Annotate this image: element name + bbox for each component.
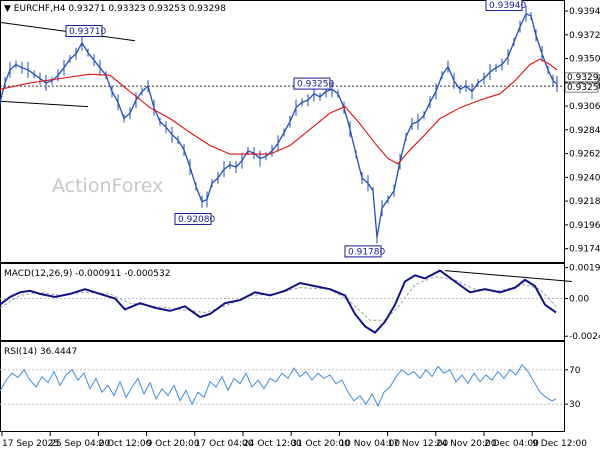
- rsi-panel-frame: [0, 341, 565, 432]
- current-price-label: 0.93298: [567, 73, 600, 83]
- current-price-box: [564, 82, 599, 93]
- price-y-tick-label: 0.91745: [569, 245, 600, 255]
- price-panel-frame: [0, 0, 565, 263]
- moving-average-line: [0, 58, 558, 165]
- time-axis-label: 24 Nov 20:00: [436, 439, 497, 449]
- time-axis-label: 25 Sep 04:00: [50, 439, 110, 449]
- time-axis-label: 2 Oct 12:00: [98, 439, 151, 449]
- time-axis-label: 9 Dec 12:00: [532, 439, 587, 449]
- price-label-text: 0.92080: [178, 215, 215, 225]
- macd-y-tick-label: 0.001998: [569, 264, 600, 274]
- current-price-label: 0.93250: [567, 83, 600, 93]
- macd-trendline: [444, 270, 573, 282]
- time-axis-label: 24 Oct 12:00: [243, 439, 302, 449]
- rsi-series: [0, 363, 557, 408]
- dropdown-arrow-icon[interactable]: ▼: [4, 4, 14, 14]
- price-label-box: [293, 77, 331, 90]
- macd-line: [0, 269, 557, 334]
- watermark: ActionForex: [52, 175, 163, 197]
- time-axis-label: 17 Nov 12:00: [388, 439, 449, 449]
- price-y-tick-label: 0.93725: [569, 31, 600, 41]
- price-label-text: 0.93710: [69, 27, 106, 37]
- rsi-y-tick-label: 30: [569, 400, 581, 410]
- price-label-text: 0.91780: [348, 247, 385, 257]
- price-y-tick-label: 0.93065: [569, 102, 600, 112]
- price-label-text: 0.93940: [489, 1, 526, 11]
- price-y-tick-label: 0.92625: [569, 150, 600, 160]
- time-axis-label: 9 Oct 20:00: [147, 439, 200, 449]
- price-y-tick-label: 0.91965: [569, 221, 600, 231]
- price-label-box: [344, 245, 382, 258]
- macd-y-tick-label: -0.002434: [569, 332, 600, 342]
- current-price-box: [564, 72, 599, 83]
- rsi-line: [0, 363, 557, 408]
- macd-panel-frame: [0, 263, 565, 341]
- rsi-y-axis: 70 30: [564, 366, 581, 410]
- price-y-tick-label: 0.92845: [569, 126, 600, 136]
- trendline: [0, 100, 89, 108]
- symbol-label: EURCHF,H4: [14, 4, 66, 14]
- time-axis-label: 2 Dec 04:00: [484, 439, 539, 449]
- ohlc-values: 0.93271 0.93323 0.93253 0.93298: [68, 4, 226, 14]
- price-y-tick-label: 0.92185: [569, 197, 600, 207]
- rsi-y-tick-label: 70: [569, 366, 581, 376]
- price-label-box: [65, 24, 103, 37]
- price-y-tick-label: 0.93505: [569, 55, 600, 65]
- price-label-box: [174, 212, 212, 225]
- price-y-tick-label: 0.93945: [569, 7, 600, 17]
- time-axis-label: 17 Oct 04:00: [195, 439, 254, 449]
- price-line: [0, 12, 558, 238]
- macd-y-axis: 0.001998 0.00 -0.002434: [564, 264, 600, 342]
- price-y-axis: 0.939450.937250.935050.932850.930650.928…: [564, 7, 600, 255]
- rsi-label: RSI(14) 36.4447: [4, 347, 77, 357]
- chart-header: ▼ EURCHF,H4 0.93271 0.93323 0.93253 0.93…: [4, 4, 226, 14]
- time-axis-label: 31 Oct 20:00: [291, 439, 350, 449]
- macd-label: MACD(12,26,9) -0.000911 -0.000532: [4, 269, 170, 279]
- macd-y-tick-label: 0.00: [569, 295, 589, 305]
- price-label-box: [485, 0, 523, 12]
- time-axis-label: 10 Nov 04:00: [339, 439, 400, 449]
- price-labels: 0.93710 0.93940 0.93250 0.92080 0.91780: [65, 0, 526, 258]
- price-series: [0, 5, 558, 244]
- macd-series: [0, 269, 573, 334]
- price-y-tick-label: 0.92405: [569, 173, 600, 183]
- time-axis-label: 17 Sep 2025: [2, 439, 59, 449]
- price-label-text: 0.93250: [297, 80, 334, 90]
